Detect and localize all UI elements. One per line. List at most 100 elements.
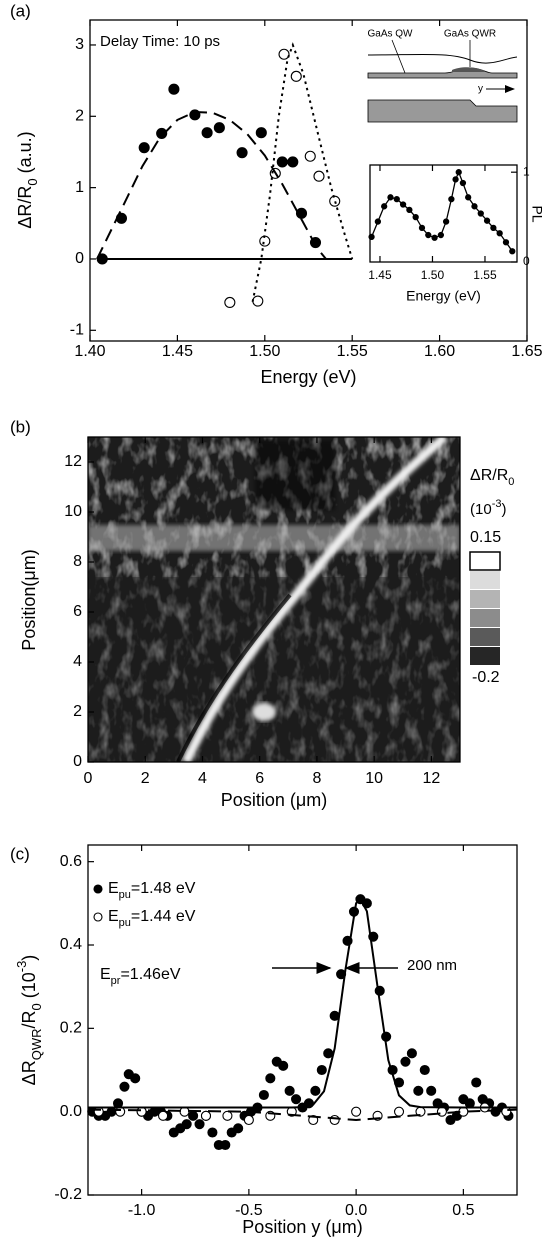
y-tick-label: 4 bbox=[73, 653, 82, 670]
point bbox=[201, 127, 213, 139]
legend-label-part: E bbox=[108, 880, 119, 897]
y-tick-label: 0.4 bbox=[60, 936, 82, 953]
x-tick-label: 1.50 bbox=[249, 343, 280, 360]
point bbox=[496, 230, 503, 237]
panel-label: (b) bbox=[10, 417, 31, 436]
point bbox=[158, 1110, 169, 1121]
point bbox=[509, 248, 516, 255]
y-tick-label: 2 bbox=[73, 703, 82, 720]
y-tick-label: 0.0 bbox=[60, 1103, 82, 1120]
y-axis-label: ΔRQWR/R0 (10-3) bbox=[14, 955, 44, 1086]
point bbox=[106, 1106, 117, 1117]
point bbox=[442, 218, 450, 225]
plot-frame bbox=[87, 436, 461, 763]
point bbox=[502, 239, 510, 246]
x-tick-label: 1.65 bbox=[511, 343, 542, 360]
point bbox=[207, 1127, 218, 1138]
x-tick-label: 6 bbox=[255, 770, 264, 787]
legend-label-part: E bbox=[108, 908, 119, 925]
point bbox=[399, 201, 407, 208]
point bbox=[316, 1064, 327, 1076]
x-tick-label: 1.55 bbox=[473, 268, 497, 282]
x-axis-label: Energy (eV) bbox=[406, 288, 481, 304]
point bbox=[258, 1089, 269, 1101]
point bbox=[501, 1106, 512, 1117]
schematic-label: y bbox=[478, 84, 483, 95]
point bbox=[93, 1106, 104, 1117]
y-tick-label: 0 bbox=[73, 753, 82, 770]
curve bbox=[251, 42, 354, 302]
x-tick-label: 1.60 bbox=[424, 343, 455, 360]
x-tick-label: -0.5 bbox=[235, 1202, 263, 1219]
y-axis-label-part: QWR bbox=[29, 1029, 44, 1061]
point bbox=[284, 1085, 295, 1096]
point bbox=[418, 224, 426, 232]
point bbox=[351, 1106, 362, 1117]
colorbar-swatch bbox=[470, 571, 500, 589]
point bbox=[194, 1119, 205, 1130]
point bbox=[419, 1064, 430, 1076]
y-tick-label: 0 bbox=[523, 254, 530, 268]
point bbox=[413, 1085, 424, 1096]
plot-frame bbox=[89, 19, 528, 342]
panel-label: (c) bbox=[10, 844, 30, 863]
x-tick-label: 1.50 bbox=[421, 268, 445, 282]
point bbox=[156, 127, 168, 139]
point bbox=[448, 195, 455, 203]
plot-frame bbox=[87, 844, 518, 1196]
x-tick-label: 0 bbox=[84, 770, 93, 787]
x-tick-label: 1.55 bbox=[337, 343, 368, 360]
point bbox=[464, 1098, 475, 1109]
point bbox=[323, 1048, 334, 1059]
colorbar-swatch bbox=[469, 551, 501, 571]
point bbox=[483, 217, 491, 224]
colorbar-label-part: 0 bbox=[508, 476, 514, 488]
colorbar-unit-part: ) bbox=[501, 501, 506, 518]
legend-label: Epu=1.44 eV bbox=[108, 908, 196, 929]
x-tick-label: 0.5 bbox=[452, 1202, 474, 1219]
legend-marker bbox=[93, 884, 103, 894]
point bbox=[276, 156, 288, 168]
point bbox=[406, 1048, 417, 1059]
y-tick-label: 6 bbox=[73, 603, 82, 620]
point bbox=[368, 233, 375, 241]
x-tick-label: 1.45 bbox=[162, 343, 193, 360]
point bbox=[477, 210, 484, 217]
x-tick-label: 1.45 bbox=[368, 268, 392, 282]
plot-frame bbox=[369, 164, 518, 263]
point bbox=[406, 206, 413, 214]
y-axis-label-part: 0 bbox=[25, 178, 40, 185]
y-tick-label: 0.6 bbox=[60, 853, 82, 870]
point bbox=[426, 1085, 437, 1096]
point bbox=[265, 1073, 276, 1084]
x-tick-label: 0.0 bbox=[345, 1202, 367, 1219]
point bbox=[374, 985, 385, 996]
legend-marker bbox=[93, 912, 103, 922]
point bbox=[138, 142, 150, 154]
point bbox=[455, 169, 462, 176]
legend-label-part: pu bbox=[119, 889, 131, 901]
point bbox=[222, 1110, 233, 1121]
x-tick-label: -1.0 bbox=[128, 1202, 156, 1219]
colorbar-swatch bbox=[470, 647, 500, 665]
point bbox=[278, 48, 290, 60]
y-axis-label-part: (10 bbox=[19, 972, 39, 1003]
curve bbox=[87, 1108, 518, 1122]
point bbox=[243, 1114, 254, 1126]
y-tick-label: -0.2 bbox=[54, 1186, 82, 1203]
colorbar-swatch bbox=[470, 628, 500, 646]
point bbox=[119, 1081, 130, 1092]
y-tick-label: 10 bbox=[64, 503, 82, 520]
point bbox=[213, 122, 225, 134]
point bbox=[278, 1060, 289, 1071]
heatmap-image bbox=[88, 437, 460, 762]
legend-label: Epu=1.48 eV bbox=[108, 880, 196, 901]
y-axis-label-part: -3 bbox=[14, 961, 29, 973]
annotation-part: pr bbox=[111, 975, 121, 987]
y-tick-label: -1 bbox=[70, 322, 84, 339]
colorbar-unit-part: -3 bbox=[492, 498, 502, 510]
annotation-part: E bbox=[100, 966, 111, 983]
point bbox=[381, 203, 388, 210]
point bbox=[168, 83, 180, 95]
point bbox=[115, 1106, 126, 1117]
